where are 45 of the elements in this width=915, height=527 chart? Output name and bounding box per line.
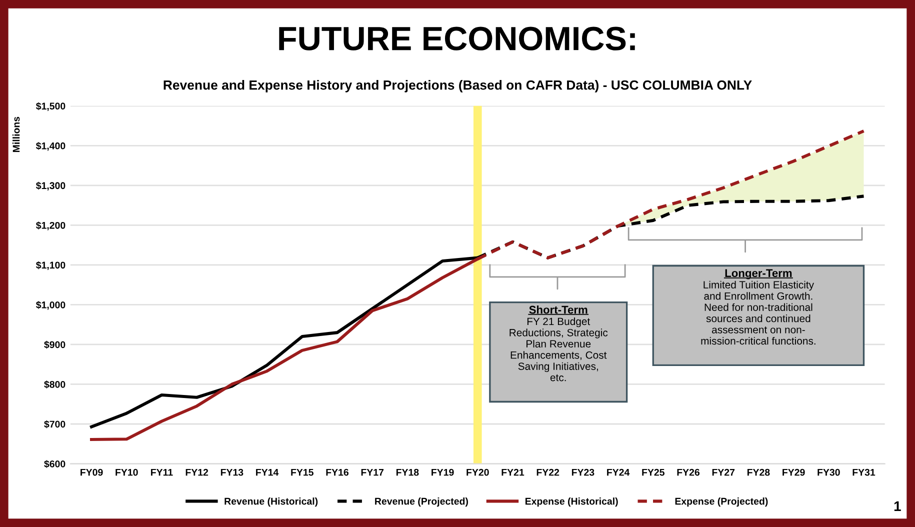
x-tick-label: FY10 [116,468,138,476]
x-tick-label: FY17 [361,468,384,476]
chart-title: FUTURE ECONOMICS: [279,26,635,50]
x-tick-label: FY09 [80,468,103,476]
legend-label: Expense (Projected) [675,498,768,507]
x-tick-label: FY25 [642,468,664,476]
chart-subtitle: Revenue and Expense History and Projections (Based on CAFR Data) - USC COLUMBIA ONLY [164,80,752,92]
x-tick-label: FY14 [256,468,279,476]
x-tick-label: FY27 [712,468,735,476]
x-tick-label: FY30 [818,468,840,476]
x-tick-label: FY19 [432,468,454,476]
legend-label: Revenue (Projected) [375,498,468,507]
x-tick-label: FY12 [186,468,208,476]
x-tick-label: FY24 [607,468,630,476]
y-tick-label: $1,200 [36,222,66,230]
x-tick-label: FY13 [220,468,244,476]
y-tick-label: $1,300 [36,182,66,190]
x-tick-label: FY23 [572,468,594,476]
x-tick-label: FY15 [291,468,314,476]
x-tick-label: FY29 [782,468,805,476]
text: 1 [894,501,901,511]
y-axis-title: Millions [12,116,20,152]
x-tick-label: FY26 [677,468,700,476]
legend-label: Revenue (Historical) [224,498,318,507]
y-tick-label: $1,400 [36,142,66,151]
x-tick-label: FY16 [326,468,348,476]
x-tick-label: FY21 [502,468,524,476]
annotation: Short-Term [529,306,588,314]
x-tick-label: FY28 [747,468,770,476]
y-tick-label: $900 [44,340,66,349]
legend-label: Expense (Historical) [525,498,618,507]
y-tick-label: $1,000 [36,301,66,310]
y-tick-label: $700 [44,420,66,428]
y-tick-label: $1,500 [36,102,66,111]
x-tick-label: FY22 [536,468,560,476]
y-tick-label: $600 [44,460,66,468]
x-tick-label: FY20 [466,468,489,476]
y-tick-label: $1,100 [36,261,66,270]
annotation: FY 21 Budget Reductions, Strategic Plan Revenue Enhancements, Cost Saving Initiatives, etc. [510,317,608,382]
x-tick-label: FY31 [852,468,876,476]
x-tick-label: FY18 [396,468,419,476]
annotation: Limited Tuition Elasticity and Enrollment Growth. Need for non-traditional sources and continued assessment on non- mission-critical functions. [701,280,816,345]
y-tick-label: $800 [44,380,66,388]
x-tick-label: FY11 [151,468,173,476]
annotation: Longer-Term [725,269,792,280]
